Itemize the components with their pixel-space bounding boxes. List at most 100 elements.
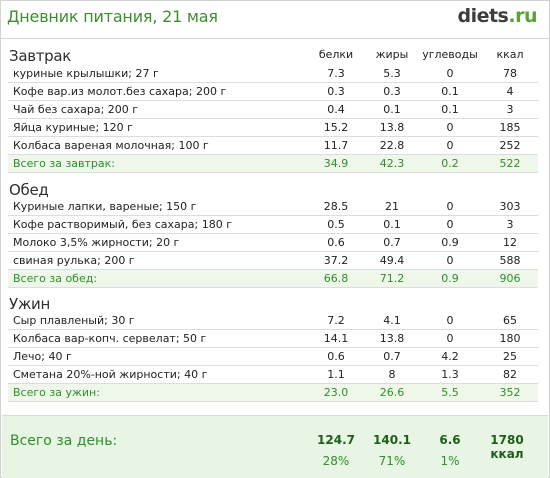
carbs-value: 0 bbox=[446, 200, 454, 213]
carbs-total: 0.9 bbox=[441, 272, 459, 285]
day-carbs-total: 6.6 bbox=[439, 433, 461, 447]
day-fat-percent: 71% bbox=[378, 454, 406, 468]
food-name: Куриные лапки, вареные; 150 г bbox=[13, 200, 197, 213]
protein-value: 37.2 bbox=[323, 254, 349, 267]
table-row[interactable]: Лечо; 40 г 0.6 0.7 4.2 25 bbox=[8, 348, 538, 366]
table-row[interactable]: Сметана 20%-ной жирности; 40 г 1.1 8 1.3… bbox=[8, 366, 538, 384]
day-fat-total: 140.1 bbox=[373, 433, 411, 447]
carbs-value: 0.1 bbox=[441, 103, 459, 116]
meal-title-breakfast: Завтрак bbox=[9, 47, 72, 65]
carbs-value: 0.1 bbox=[441, 85, 459, 98]
kcal-value: 303 bbox=[499, 200, 521, 213]
carbs-value: 0.9 bbox=[441, 236, 459, 249]
meal-total-label: Всего за обед: bbox=[13, 272, 98, 285]
food-name: Сыр плавленый; 30 г bbox=[13, 314, 135, 327]
meal-title-lunch: Обед bbox=[9, 181, 49, 199]
kcal-value: 3 bbox=[506, 218, 514, 231]
protein-total: 23.0 bbox=[323, 386, 349, 399]
day-carbs-percent: 1% bbox=[440, 454, 460, 468]
col-header-carbs: углеводы bbox=[422, 48, 478, 61]
page-title: Дневник питания, 21 мая bbox=[7, 7, 218, 26]
food-name: свиная рулька; 200 г bbox=[13, 254, 135, 267]
kcal-total: 906 bbox=[499, 272, 521, 285]
table-row[interactable]: Сыр плавленый; 30 г 7.2 4.1 0 65 bbox=[8, 312, 538, 330]
kcal-total: 522 bbox=[499, 157, 521, 170]
carbs-value: 0 bbox=[446, 67, 454, 80]
fat-total: 42.3 bbox=[379, 157, 405, 170]
fat-value: 0.1 bbox=[383, 103, 401, 116]
fat-value: 22.8 bbox=[379, 139, 405, 152]
carbs-total: 5.5 bbox=[441, 386, 459, 399]
kcal-value: 82 bbox=[503, 368, 517, 381]
kcal-value: 65 bbox=[503, 314, 517, 327]
carbs-total: 0.2 bbox=[441, 157, 459, 170]
food-name: Чай без сахара; 200 г bbox=[13, 103, 139, 116]
food-name: Яйца куриные; 120 г bbox=[13, 121, 133, 134]
logo-tld: .ru bbox=[508, 5, 537, 27]
fat-total: 26.6 bbox=[379, 386, 405, 399]
fat-value: 5.3 bbox=[383, 67, 401, 80]
fat-value: 8 bbox=[388, 368, 396, 381]
fat-value: 13.8 bbox=[379, 121, 405, 134]
protein-total: 34.9 bbox=[323, 157, 349, 170]
kcal-value: 78 bbox=[503, 67, 517, 80]
day-protein-percent: 28% bbox=[322, 454, 350, 468]
col-header-protein: белки bbox=[318, 48, 354, 61]
site-logo[interactable]: diets.ru bbox=[457, 5, 537, 27]
fat-value: 0.3 bbox=[383, 85, 401, 98]
kcal-value: 3 bbox=[506, 103, 514, 116]
meal-total-label: Всего за завтрак: bbox=[13, 157, 116, 170]
food-name: Кофе растворимый, без сахара; 180 г bbox=[13, 218, 232, 231]
protein-value: 0.6 bbox=[327, 236, 345, 249]
food-name: Колбаса вареная молочная; 100 г bbox=[13, 139, 209, 152]
fat-value: 49.4 bbox=[379, 254, 405, 267]
protein-value: 0.6 bbox=[327, 350, 345, 363]
table-row[interactable]: свиная рулька; 200 г 37.2 49.4 0 588 bbox=[8, 252, 538, 270]
protein-value: 7.2 bbox=[327, 314, 345, 327]
carbs-value: 4.2 bbox=[441, 350, 459, 363]
meal-total-row-dinner: Всего за ужин: 23.0 26.6 5.5 352 bbox=[8, 384, 538, 402]
kcal-value: 252 bbox=[499, 139, 521, 152]
protein-value: 15.2 bbox=[323, 121, 349, 134]
table-row[interactable]: Яйца куриные; 120 г 15.2 13.8 0 185 bbox=[8, 119, 538, 137]
day-kcal-total: 1780 ккал bbox=[490, 433, 524, 461]
kcal-value: 4 bbox=[506, 85, 514, 98]
kcal-value: 180 bbox=[499, 332, 521, 345]
table-row[interactable]: Колбаса вар-копч. сервелат; 50 г 14.1 13… bbox=[8, 330, 538, 348]
carbs-value: 0 bbox=[446, 121, 454, 134]
table-row[interactable]: куриные крылышки; 27 г 7.3 5.3 0 78 bbox=[8, 65, 538, 83]
carbs-value: 0 bbox=[446, 139, 454, 152]
kcal-value: 25 bbox=[503, 350, 517, 363]
food-name: Лечо; 40 г bbox=[13, 350, 72, 363]
table-row[interactable]: Колбаса вареная молочная; 100 г 11.7 22.… bbox=[8, 137, 538, 155]
protein-value: 11.7 bbox=[323, 139, 349, 152]
table-row[interactable]: Кофе растворимый, без сахара; 180 г 0.5 … bbox=[8, 216, 538, 234]
food-name: Кофе вар.из молот.без сахара; 200 г bbox=[13, 85, 227, 98]
table-row[interactable]: Чай без сахара; 200 г 0.4 0.1 0.1 3 bbox=[8, 101, 538, 119]
carbs-value: 0 bbox=[446, 332, 454, 345]
fat-total: 71.2 bbox=[379, 272, 405, 285]
fat-value: 0.7 bbox=[383, 350, 401, 363]
kcal-value: 588 bbox=[499, 254, 521, 267]
fat-value: 13.8 bbox=[379, 332, 405, 345]
protein-value: 0.4 bbox=[327, 103, 345, 116]
carbs-value: 1.3 bbox=[441, 368, 459, 381]
meal-total-row-breakfast: Всего за завтрак: 34.9 42.3 0.2 522 bbox=[8, 155, 538, 173]
day-protein-total: 124.7 bbox=[317, 433, 355, 447]
table-row[interactable]: Кофе вар.из молот.без сахара; 200 г 0.3 … bbox=[8, 83, 538, 101]
table-row[interactable]: Молоко 3,5% жирности; 20 г 0.6 0.7 0.9 1… bbox=[8, 234, 538, 252]
carbs-value: 0 bbox=[446, 314, 454, 327]
col-header-kcal: ккал bbox=[496, 48, 524, 61]
protein-value: 0.3 bbox=[327, 85, 345, 98]
protein-value: 1.1 bbox=[327, 368, 345, 381]
meal-total-row-lunch: Всего за обед: 66.8 71.2 0.9 906 bbox=[8, 270, 538, 288]
protein-value: 0.5 bbox=[327, 218, 345, 231]
protein-value: 7.3 bbox=[327, 67, 345, 80]
kcal-total: 352 bbox=[499, 386, 521, 399]
protein-total: 66.8 bbox=[323, 272, 349, 285]
col-header-fat: жиры bbox=[375, 48, 409, 61]
fat-value: 0.1 bbox=[383, 218, 401, 231]
day-total-panel: Всего за день: 124.7 140.1 6.6 1780 ккал… bbox=[2, 415, 548, 478]
table-row[interactable]: Куриные лапки, вареные; 150 г 28.5 21 0 … bbox=[8, 198, 538, 216]
